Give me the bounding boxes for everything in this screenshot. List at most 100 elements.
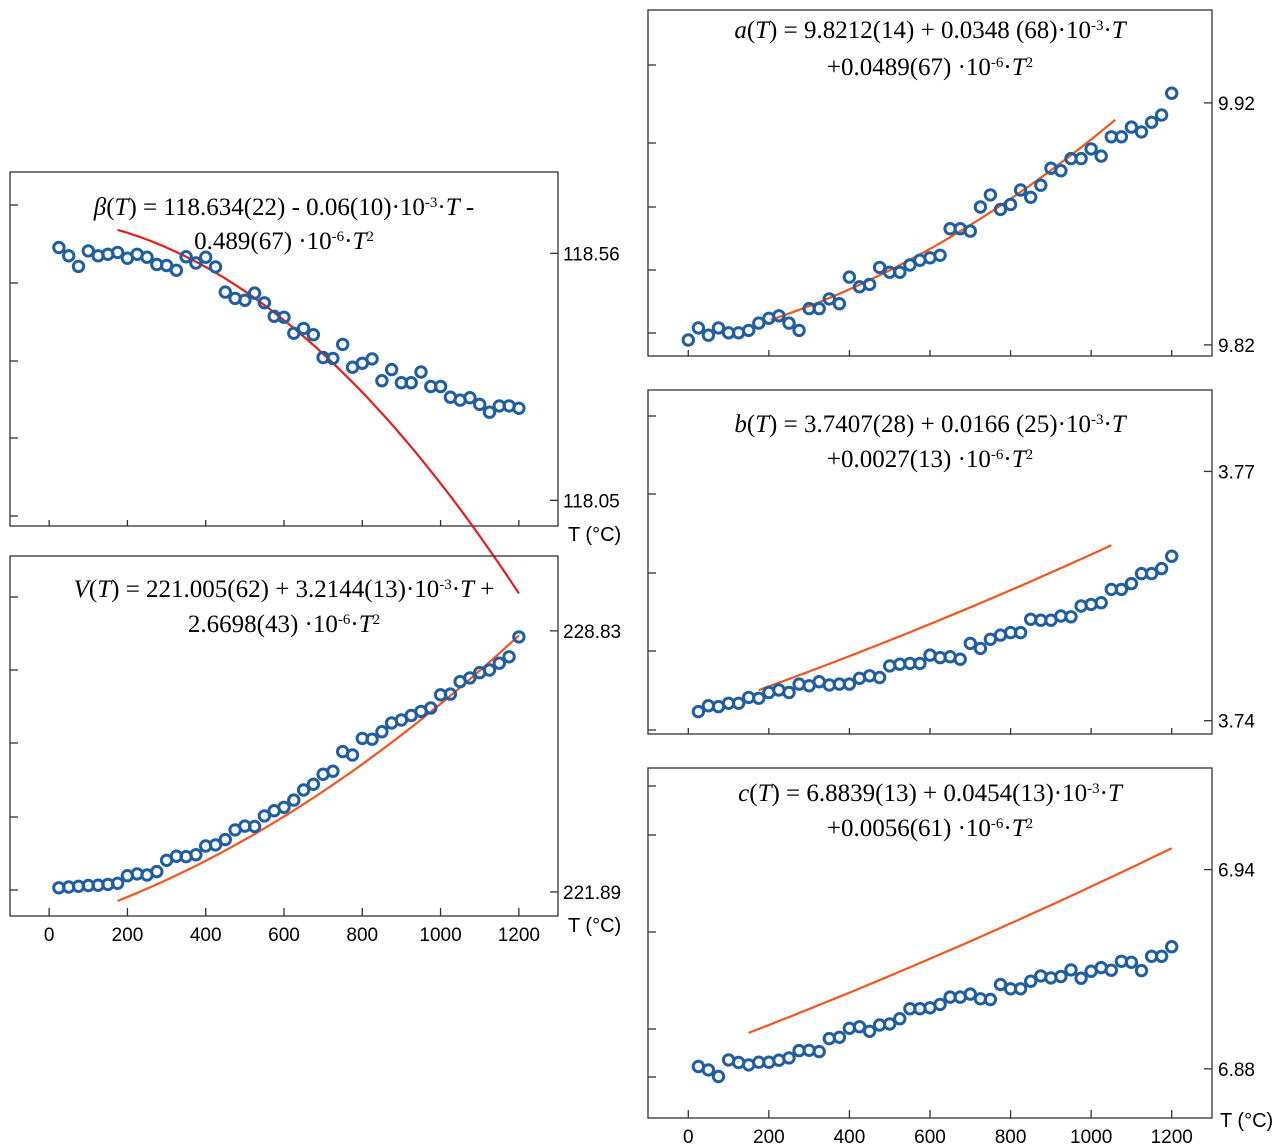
data-point xyxy=(296,321,311,336)
x-tick-label: 600 xyxy=(268,925,300,946)
data-point xyxy=(1114,582,1129,597)
data-point xyxy=(110,876,125,890)
data-point xyxy=(1094,596,1108,610)
equation-line-2: +0.0027(13) ·10-6·T2 xyxy=(827,446,1033,473)
eq-exp: 2 xyxy=(366,229,374,245)
data-point xyxy=(1013,982,1028,996)
data-point xyxy=(983,188,998,202)
x-tick-label: 400 xyxy=(834,1127,866,1148)
eq-terms: 2.6698(43) ·10 xyxy=(188,611,338,638)
eq-var: T xyxy=(1112,17,1128,44)
data-point xyxy=(443,687,458,701)
data-point xyxy=(1134,125,1149,139)
data-point xyxy=(1165,940,1179,954)
eq-arg: T xyxy=(97,576,113,603)
data-point xyxy=(1074,151,1088,166)
data-point xyxy=(1013,183,1028,197)
y-tick-label: 9.92 xyxy=(1218,94,1255,115)
data-point xyxy=(1054,969,1068,984)
eq-terms: = 9.8212(14) + 0.0348 (68)·10 xyxy=(777,17,1091,44)
equation-line-2: 2.6698(43) ·10-6·T2 xyxy=(188,611,380,638)
data-point xyxy=(61,249,76,263)
data-point xyxy=(842,677,857,691)
data-point xyxy=(691,321,706,335)
data-point xyxy=(752,691,766,705)
data-point xyxy=(1124,955,1139,969)
fit-curve xyxy=(748,847,1173,1034)
eq-dot: · xyxy=(344,228,352,255)
data-point xyxy=(711,321,726,335)
data-point xyxy=(963,987,977,1001)
x-tick-label: 0 xyxy=(44,925,55,946)
data-point xyxy=(1104,963,1119,977)
eq-exp: 2 xyxy=(1026,55,1034,71)
data-point xyxy=(913,656,927,671)
equation-line-1: a(T) = 9.8212(14) + 0.0348 (68)·10-3·T xyxy=(734,17,1127,44)
data-point xyxy=(1094,149,1108,163)
data-point xyxy=(812,1044,826,1059)
data-point xyxy=(81,244,96,258)
data-point xyxy=(1054,164,1068,178)
data-point xyxy=(140,250,154,264)
y-tick-label: 221.89 xyxy=(563,883,621,904)
data-point xyxy=(296,783,311,797)
eq-dot: · xyxy=(1003,446,1011,473)
equation-line-1: b(T) = 3.7407(28) + 0.0166 (25)·10-3·T xyxy=(734,411,1127,438)
data-point xyxy=(822,292,836,306)
data-point xyxy=(903,258,917,272)
data-point xyxy=(1165,86,1179,100)
x-tick-label: 400 xyxy=(190,925,222,946)
eq-exp: -3 xyxy=(1087,781,1100,797)
eq-exp: -3 xyxy=(439,577,452,593)
data-point xyxy=(110,245,125,260)
data-point xyxy=(277,310,291,324)
eq-terms: = 3.7407(28) + 0.0166 (25)·10 xyxy=(777,411,1091,438)
data-point xyxy=(883,1017,897,1031)
data-point xyxy=(1154,108,1169,122)
x-tick-label: 200 xyxy=(112,925,144,946)
y-tick-label: 9.82 xyxy=(1218,336,1255,357)
data-point xyxy=(1024,974,1038,988)
x-tick-label: 1000 xyxy=(1070,1127,1112,1148)
x-tick-label: 800 xyxy=(995,1127,1027,1148)
data-point xyxy=(71,259,86,274)
data-point xyxy=(1013,625,1028,640)
data-point xyxy=(199,250,213,264)
data-point xyxy=(832,1030,847,1045)
panel-b: 3.773.74b(T) = 3.7407(28) + 0.0166 (25)·… xyxy=(647,389,1255,735)
data-point xyxy=(257,809,272,823)
x-axis-label: T (°C) xyxy=(568,524,621,546)
data-point xyxy=(792,323,806,338)
data-point xyxy=(375,374,389,388)
equation-line-2: 0.489(67) ·10-6·T2 xyxy=(194,228,374,255)
data-point xyxy=(247,819,262,834)
eq-sign: - xyxy=(460,194,475,221)
data-point xyxy=(1064,963,1078,977)
data-point xyxy=(772,309,786,323)
data-point xyxy=(189,256,203,270)
data-point xyxy=(306,777,321,791)
eq-exp: -3 xyxy=(1091,18,1104,34)
data-point xyxy=(247,286,262,300)
eq-terms: +0.0027(13) ·10 xyxy=(827,446,991,473)
data-point xyxy=(832,297,847,311)
panel-a: 9.92 9.82 a(T) = 9.8212(14) + 0.0348 (68)·… xyxy=(647,9,1255,357)
equation-line-2: +0.0489(67) ·10-6·T2 xyxy=(827,54,1033,81)
eq-exp: -3 xyxy=(1091,412,1104,428)
data-point xyxy=(963,224,977,238)
eq-dot: · xyxy=(1003,815,1011,842)
data-point xyxy=(1003,197,1018,212)
data-point xyxy=(336,337,350,352)
data-point xyxy=(973,641,988,656)
eq-var: T xyxy=(359,611,375,638)
data-point xyxy=(384,362,399,377)
eq-var: T xyxy=(352,228,368,255)
data-point xyxy=(218,285,233,299)
eq-var: T xyxy=(446,194,462,221)
fit-curve xyxy=(117,228,520,595)
data-point xyxy=(983,992,998,1007)
eq-dot: · xyxy=(1003,54,1011,81)
data-point xyxy=(782,685,796,700)
